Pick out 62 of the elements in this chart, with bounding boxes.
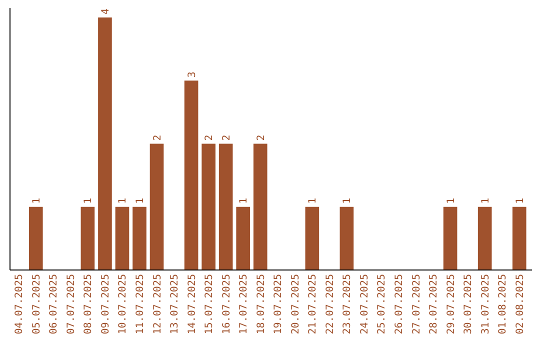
x-tick-label: 15.07.2025 (204, 274, 216, 334)
x-tick-label: 09.07.2025 (100, 274, 112, 334)
data-label: 1 (446, 198, 457, 204)
x-tick-label: 22.07.2025 (324, 274, 336, 334)
x-tick-label: 30.07.2025 (463, 274, 474, 334)
x-tick-label: 27.07.2025 (411, 274, 422, 334)
x-tick-label: 21.07.2025 (308, 274, 319, 334)
data-label: 1 (118, 198, 129, 204)
x-tick-label: 01.08.2025 (498, 274, 509, 334)
x-tick-label: 11.07.2025 (135, 274, 146, 334)
bar (218, 144, 233, 270)
x-tick-label: 24.07.2025 (359, 274, 370, 334)
bar (202, 144, 216, 270)
data-label: 2 (256, 134, 267, 141)
bar (512, 206, 526, 270)
x-tick-label: 10.07.2025 (118, 274, 129, 334)
x-tick-label: 28.07.2025 (428, 274, 440, 334)
data-label: 2 (152, 134, 164, 141)
x-tick-label: 25.07.2025 (376, 274, 388, 334)
x-tick-label: 06.07.2025 (48, 274, 60, 334)
bar (236, 206, 250, 270)
bar (253, 144, 268, 270)
x-tick-label: 23.07.2025 (342, 274, 354, 334)
bar (28, 206, 43, 270)
x-tick-label: 13.07.2025 (170, 274, 181, 334)
data-label: 2 (204, 134, 216, 141)
bar (98, 17, 112, 270)
data-label: 1 (238, 198, 250, 204)
data-label: 1 (31, 198, 42, 204)
x-tick-label: 18.07.2025 (256, 274, 267, 334)
x-tick-label: 26.07.2025 (394, 274, 405, 334)
bar (478, 206, 492, 270)
x-tick-label: 29.07.2025 (446, 274, 457, 334)
bar (184, 80, 198, 270)
data-label: 1 (480, 198, 492, 204)
data-label: 4 (100, 8, 112, 14)
data-label: 1 (514, 198, 526, 204)
x-tick-label: 20.07.2025 (290, 274, 302, 334)
x-tick-label: 14.07.2025 (186, 274, 198, 334)
bar (80, 206, 95, 270)
x-tick-label: 04.07.2025 (14, 274, 26, 334)
bar (132, 206, 146, 270)
x-tick-label: 12.07.2025 (152, 274, 164, 334)
x-tick-label: 16.07.2025 (221, 274, 232, 334)
x-tick-label: 08.07.2025 (83, 274, 94, 334)
bar (340, 206, 354, 270)
bar (150, 144, 164, 270)
x-tick-label: 05.07.2025 (31, 274, 42, 334)
x-tick-label: 17.07.2025 (238, 274, 250, 334)
data-label: 3 (186, 72, 198, 78)
bar (115, 206, 130, 270)
bar (305, 206, 320, 270)
data-label: 1 (135, 198, 146, 204)
x-tick-label: 02.08.2025 (514, 274, 526, 334)
data-label: 1 (83, 198, 94, 204)
data-label: 1 (342, 198, 354, 204)
x-tick-label: 31.07.2025 (480, 274, 492, 334)
data-label: 1 (308, 198, 319, 204)
data-label: 2 (221, 134, 232, 141)
x-tick-label: 07.07.2025 (66, 274, 77, 334)
bar (443, 206, 458, 270)
x-tick-label: 19.07.2025 (273, 274, 284, 334)
